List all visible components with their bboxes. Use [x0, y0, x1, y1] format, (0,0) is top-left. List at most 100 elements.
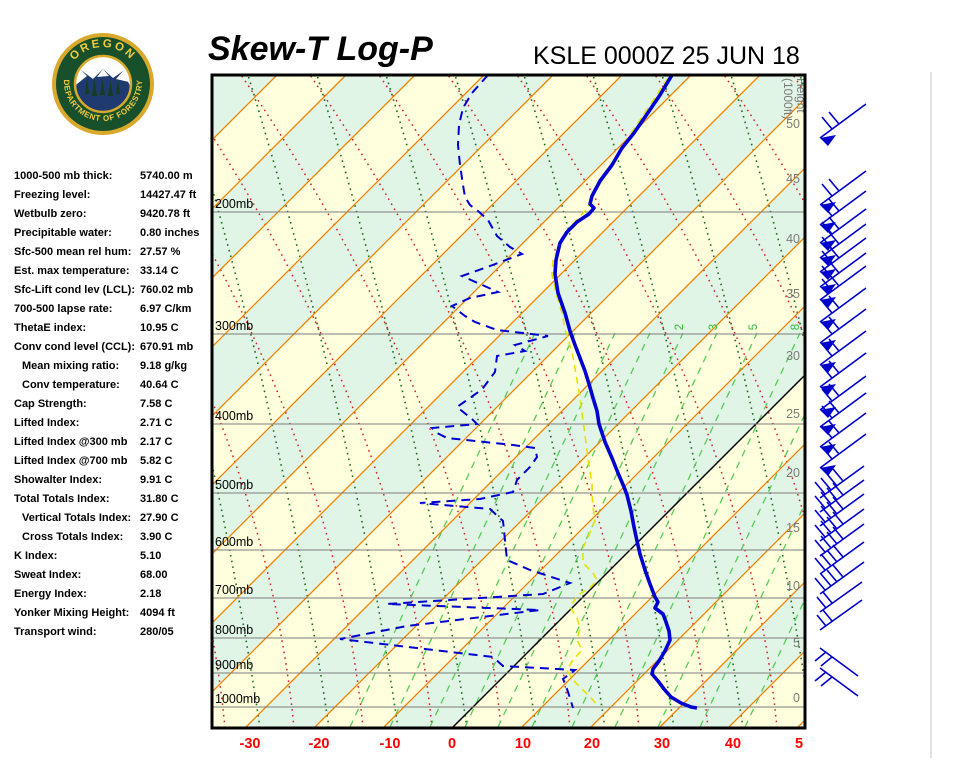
stat-row: 700-500 lapse rate: 6.97 C/km — [14, 301, 224, 320]
stat-label: Conv cond level (CCL): — [14, 341, 136, 353]
stat-label: Wetbulb zero: — [14, 208, 87, 220]
wind-barb — [814, 493, 865, 527]
stat-label: Mean mixing ratio: — [22, 360, 120, 372]
stat-row: Energy Index: 2.18 — [14, 586, 224, 605]
stat-label: Yonker Mixing Height: — [14, 607, 130, 619]
svg-text:-10: -10 — [380, 736, 401, 752]
svg-text:5: 5 — [748, 324, 760, 330]
stat-value: 3.90 C — [140, 531, 173, 543]
stat-row: Vertical Totals Index: 27.90 C — [14, 510, 224, 529]
stat-label: K Index: — [14, 550, 58, 562]
stat-value: 5.10 — [140, 550, 162, 562]
stat-value: 9.91 C — [140, 474, 173, 486]
wind-barbs — [814, 103, 867, 697]
mixing-ratio-labels: 2 3 5 8 — [674, 324, 802, 330]
svg-text:5: 5 — [793, 636, 800, 650]
svg-text:(1000ft): (1000ft) — [781, 78, 795, 119]
svg-text:10: 10 — [786, 579, 800, 593]
stat-label: ThetaE index: — [14, 322, 87, 334]
stat-row: Showalter Index: 9.91 C — [14, 472, 224, 491]
svg-text:50: 50 — [786, 117, 800, 131]
svg-text:200mb: 200mb — [215, 197, 253, 211]
svg-text:-20: -20 — [309, 736, 330, 752]
stat-label: Freezing level: — [14, 189, 91, 201]
stat-row: Transport wind: 280/05 — [14, 624, 224, 643]
wind-barb — [819, 308, 867, 351]
stat-label: Cross Totals Index: — [22, 531, 124, 543]
stat-row: Yonker Mixing Height: 4094 ft — [14, 605, 224, 624]
stat-row: Conv temperature: 40.64 C — [14, 377, 224, 396]
stat-value: 5740.00 m — [140, 170, 193, 182]
stat-value: 9420.78 ft — [140, 208, 191, 220]
svg-text:5: 5 — [795, 736, 803, 752]
wind-barb — [814, 508, 865, 542]
stat-row: Wetbulb zero: 9420.78 ft — [14, 206, 224, 225]
stat-value: 27.57 % — [140, 246, 181, 258]
stat-label: Transport wind: — [14, 626, 97, 638]
pressure-axis-labels: 200mb 300mb 400mb 500mb 600mb 700mb 800mb 900mb… — [215, 197, 260, 706]
chart-border — [210, 73, 807, 730]
stat-row: 1000-500 mb thick: 5740.00 m — [14, 168, 224, 187]
stat-row: Freezing level: 14427.47 ft — [14, 187, 224, 206]
stat-value: 5.82 C — [140, 455, 173, 467]
svg-text:0: 0 — [448, 736, 456, 752]
stat-label: Lifted Index @700 mb — [14, 455, 128, 467]
stat-row: Lifted Index @300 mb 2.17 C — [14, 434, 224, 453]
stat-value: 2.71 C — [140, 417, 173, 429]
svg-text:300mb: 300mb — [215, 319, 253, 333]
odf-logo: OREGON DEPARTMENT OF FORESTRY — [52, 33, 154, 135]
wind-barb — [819, 392, 867, 435]
svg-text:35: 35 — [786, 287, 800, 301]
svg-text:400mb: 400mb — [215, 409, 253, 423]
svg-text:0: 0 — [793, 691, 800, 705]
svg-text:700mb: 700mb — [215, 583, 253, 597]
stat-value: 280/05 — [140, 626, 174, 638]
svg-text:1000mb: 1000mb — [215, 692, 260, 706]
stat-value: 33.14 C — [140, 265, 179, 277]
moist-adiabats — [212, 75, 805, 728]
page-title: Skew-T Log-P — [208, 30, 433, 68]
stat-value: 31.80 C — [140, 493, 179, 505]
svg-text:600mb: 600mb — [215, 535, 253, 549]
stat-label: Cap Strength: — [14, 398, 87, 410]
svg-text:10: 10 — [515, 736, 531, 752]
stat-row: Lifted Index @700 mb 5.82 C — [14, 453, 224, 472]
svg-text:500mb: 500mb — [215, 478, 253, 492]
stat-row: ThetaE index: 10.95 C — [14, 320, 224, 339]
wind-barb — [814, 479, 865, 513]
stat-value: 14427.47 ft — [140, 189, 197, 201]
wind-barb — [816, 581, 863, 613]
wind-barb — [819, 375, 867, 418]
wind-barb — [816, 599, 863, 631]
dewpoint-trace — [339, 75, 578, 709]
svg-text:8: 8 — [790, 324, 802, 330]
station-id: KSLE 0000Z 25 JUN 18 — [533, 42, 800, 70]
stat-value: 760.02 mb — [140, 284, 194, 296]
wind-barb — [814, 465, 865, 499]
svg-text:45: 45 — [786, 172, 800, 186]
stat-label: Energy Index: — [14, 588, 87, 600]
stat-value: 9.18 g/kg — [140, 360, 188, 372]
wind-barb — [819, 237, 867, 280]
stat-label: Showalter Index: — [14, 474, 103, 486]
wind-barb — [819, 412, 867, 455]
svg-text:800mb: 800mb — [215, 623, 253, 637]
pressure-gridlines — [212, 211, 805, 708]
stat-value: 2.18 — [140, 588, 162, 600]
stat-row: Total Totals Index: 31.80 C — [14, 491, 224, 510]
svg-text:-30: -30 — [240, 736, 261, 752]
wind-barb — [819, 170, 867, 213]
stat-row: Cap Strength: 7.58 C — [14, 396, 224, 415]
stat-value: 670.91 mb — [140, 341, 194, 353]
stat-value: 40.64 C — [140, 379, 179, 391]
wind-barb — [814, 667, 859, 697]
wind-barb — [814, 561, 865, 595]
stat-label: Sfc-500 mean rel hum: — [14, 246, 132, 258]
stat-row: Conv cond level (CCL): 670.91 mb — [14, 339, 224, 358]
stat-value: 4094 ft — [140, 607, 175, 619]
stat-value: 0.80 inches — [140, 227, 200, 239]
logo-scene — [76, 69, 130, 111]
wind-barb — [819, 208, 867, 251]
stat-row: Sweat Index: 68.00 — [14, 567, 224, 586]
svg-text:20: 20 — [786, 466, 800, 480]
